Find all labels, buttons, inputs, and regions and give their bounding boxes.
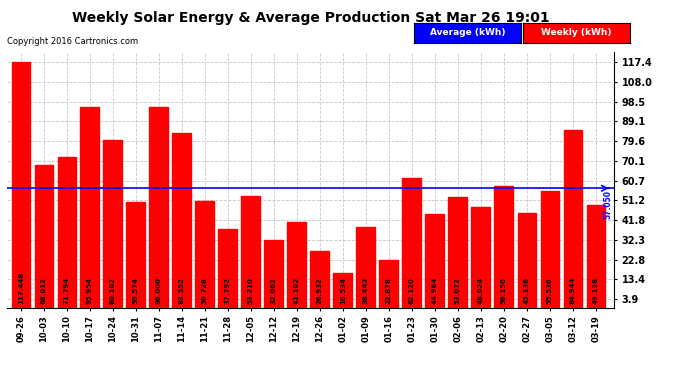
Text: 32.062: 32.062	[270, 278, 277, 304]
Text: 50.574: 50.574	[132, 278, 139, 304]
Text: 38.442: 38.442	[363, 277, 368, 304]
Bar	[402, 178, 421, 308]
Bar	[518, 213, 536, 308]
Bar	[34, 165, 53, 308]
Bar	[150, 107, 168, 307]
Bar	[241, 196, 260, 308]
Text: 41.102: 41.102	[294, 277, 299, 304]
Text: Weekly (kWh): Weekly (kWh)	[541, 28, 612, 38]
Text: 83.552: 83.552	[179, 278, 185, 304]
Bar	[195, 201, 214, 308]
Text: 49.128: 49.128	[593, 277, 599, 304]
Text: 117.448: 117.448	[18, 272, 23, 304]
Text: 16.534: 16.534	[339, 278, 346, 304]
Text: 57.050: 57.050	[604, 190, 613, 219]
Bar	[57, 158, 76, 308]
Bar	[471, 207, 490, 308]
Text: 55.536: 55.536	[546, 278, 553, 304]
Bar	[219, 228, 237, 308]
Text: Average (kWh): Average (kWh)	[430, 28, 505, 38]
Text: 53.210: 53.210	[248, 278, 254, 304]
Text: 26.932: 26.932	[317, 278, 323, 304]
Text: 68.012: 68.012	[41, 278, 47, 304]
Bar	[495, 186, 513, 308]
Text: 44.964: 44.964	[432, 277, 437, 304]
Bar	[81, 107, 99, 307]
Text: 37.792: 37.792	[225, 278, 230, 304]
Bar	[288, 222, 306, 308]
Bar	[448, 196, 467, 308]
Bar	[104, 140, 122, 308]
Text: 58.150: 58.150	[501, 278, 506, 304]
Bar	[310, 251, 329, 308]
Text: 84.944: 84.944	[570, 277, 575, 304]
Bar	[357, 227, 375, 308]
Text: 95.954: 95.954	[87, 278, 92, 304]
Bar	[172, 133, 191, 308]
Text: 50.728: 50.728	[201, 278, 208, 304]
Text: 53.072: 53.072	[455, 278, 461, 304]
Text: 80.102: 80.102	[110, 278, 116, 304]
Text: 48.024: 48.024	[477, 277, 484, 304]
Text: 22.878: 22.878	[386, 278, 392, 304]
Bar	[12, 62, 30, 308]
Bar	[586, 205, 605, 308]
Bar	[380, 260, 398, 308]
Text: 62.120: 62.120	[408, 278, 415, 304]
Text: 71.794: 71.794	[63, 277, 70, 304]
Text: Weekly Solar Energy & Average Production Sat Mar 26 19:01: Weekly Solar Energy & Average Production…	[72, 11, 549, 25]
Bar	[540, 191, 559, 308]
Bar	[333, 273, 352, 308]
Bar	[126, 202, 145, 308]
Bar	[564, 130, 582, 308]
Bar	[264, 240, 283, 308]
Text: 96.000: 96.000	[156, 278, 161, 304]
Bar	[426, 213, 444, 308]
Text: Copyright 2016 Cartronics.com: Copyright 2016 Cartronics.com	[7, 38, 138, 46]
Text: 45.136: 45.136	[524, 278, 530, 304]
